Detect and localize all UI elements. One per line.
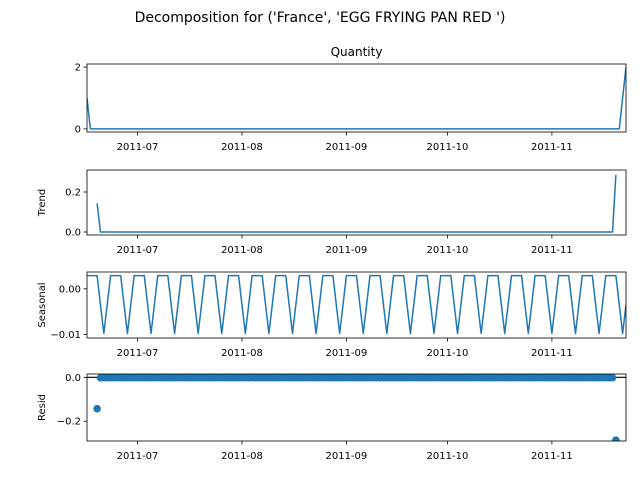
observed-series-line — [87, 67, 626, 130]
seasonal-xtick-label: 2011-11 — [531, 348, 573, 359]
trend-xtick-label: 2011-10 — [427, 245, 469, 256]
seasonal-axes-frame — [86, 271, 627, 339]
observed-xtick-label: 2011-11 — [531, 142, 573, 153]
resid-point — [612, 436, 620, 441]
panels-group: Quantity 0 2 2011-07 2011-08 2011-09 2011-10 20… — [37, 45, 627, 462]
panel-seasonal: Seasonal 0.00 −0.01 2011-07 2011-08 2011-09 20… — [37, 271, 627, 359]
trend-ytick-label: 0.2 — [65, 188, 81, 199]
trend-axes-frame — [86, 169, 627, 236]
trend-xtick-label: 2011-09 — [325, 245, 367, 256]
observed-xtick-label: 2011-09 — [325, 142, 367, 153]
seasonal-series-line — [87, 274, 626, 335]
seasonal-ytick-label: 0.00 — [59, 284, 81, 295]
resid-ylabel: Resid — [37, 394, 48, 421]
observed-xtick-label: 2011-08 — [221, 142, 263, 153]
observed-data — [87, 67, 626, 130]
resid-axes-frame — [86, 373, 627, 442]
observed-xtick-label: 2011-07 — [117, 142, 159, 153]
resid-ytick-label: −0.2 — [57, 417, 81, 428]
seasonal-data — [87, 274, 626, 335]
observed-axes-frame — [86, 63, 627, 133]
seasonal-ytick-label: −0.01 — [50, 330, 81, 341]
resid-point — [93, 404, 101, 413]
observed-ytick-label: 0 — [75, 124, 81, 135]
panel-resid: Resid 0.0 −0.2 2011-07 2011-08 2011-09 2011-10… — [37, 373, 627, 462]
seasonal-xtick-label: 2011-08 — [221, 348, 263, 359]
resid-xtick-label: 2011-08 — [221, 451, 263, 462]
seasonal-ylabel: Seasonal — [37, 282, 48, 327]
resid-xtick-label: 2011-10 — [427, 451, 469, 462]
trend-xtick-label: 2011-08 — [221, 245, 263, 256]
seasonal-xtick-label: 2011-07 — [117, 348, 159, 359]
resid-xtick-label: 2011-07 — [117, 451, 159, 462]
panel-trend: Trend 0.0 0.2 2011-07 2011-08 2011-09 2011-10 2… — [37, 169, 627, 256]
resid-ytick-label: 0.0 — [65, 373, 81, 384]
observed-title: Quantity — [331, 45, 383, 59]
figure-suptitle: Decomposition for ('France', 'EGG FRYING… — [135, 10, 506, 26]
resid-data — [87, 374, 626, 441]
trend-ytick-label: 0.0 — [65, 228, 81, 239]
seasonal-xtick-label: 2011-10 — [427, 348, 469, 359]
resid-point — [608, 374, 617, 382]
trend-xtick-label: 2011-07 — [117, 245, 159, 256]
resid-xtick-label: 2011-09 — [325, 451, 367, 462]
trend-ylabel: Trend — [37, 189, 48, 217]
trend-series-line — [96, 174, 617, 233]
observed-ytick-label: 2 — [75, 63, 81, 74]
resid-xtick-label: 2011-11 — [531, 451, 573, 462]
seasonal-xtick-label: 2011-09 — [325, 348, 367, 359]
trend-data — [96, 174, 617, 233]
observed-xtick-label: 2011-10 — [427, 142, 469, 153]
trend-xtick-label: 2011-11 — [531, 245, 573, 256]
panel-observed: Quantity 0 2 2011-07 2011-08 2011-09 2011-10 20… — [75, 45, 627, 153]
